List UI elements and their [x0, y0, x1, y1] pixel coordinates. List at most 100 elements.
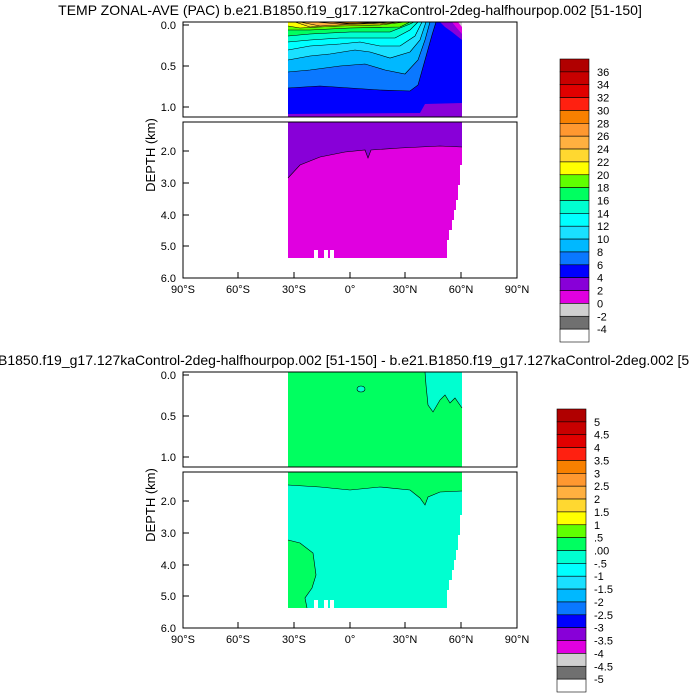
y-tick-label: 6.0 [161, 623, 176, 635]
colorbar-box [556, 485, 587, 500]
y-axis-label: DEPTH (km) [143, 468, 158, 542]
colorbar-label: 28 [597, 118, 609, 130]
colorbar-box [559, 187, 590, 201]
colorbar-box [556, 588, 587, 603]
colorbar-box [559, 251, 590, 266]
colorbar-label: 3.5 [594, 455, 609, 467]
colorbar-box [556, 434, 587, 448]
colorbar-label: 4.5 [594, 430, 609, 442]
colorbar-box [556, 537, 587, 551]
colorbar-label: 4 [594, 443, 600, 455]
colorbar-label: -4 [597, 324, 607, 336]
y-tick-label: 2.0 [161, 146, 176, 158]
y-tick-label: 0.5 [161, 61, 176, 73]
colorbar-label: -2 [594, 597, 604, 609]
contour-line [287, 21, 419, 43]
colorbar-label: -2.5 [594, 610, 613, 622]
contour-line [287, 539, 317, 609]
y-tick-label: 0.5 [161, 411, 176, 423]
x-tick-label: 60°N [449, 284, 474, 296]
colorbar-box [559, 110, 590, 124]
colorbar-box [556, 665, 587, 680]
y-tick-label: 1.0 [161, 102, 176, 114]
colorbar-label: 16 [597, 196, 609, 208]
colorbar-box [556, 511, 587, 526]
colorbar-box [556, 498, 587, 513]
contour-line [287, 21, 406, 29]
y-tick-label: 0.0 [161, 370, 176, 382]
colorbar-box [556, 421, 587, 436]
contour-fill-neg [458, 22, 462, 27]
colorbar-label: -.5 [594, 558, 607, 570]
colorbar-box [559, 303, 590, 317]
x-tick-label: 90°S [171, 634, 195, 646]
contour-line [424, 371, 463, 413]
colorbar-label: 24 [597, 144, 609, 156]
colorbar-box [556, 524, 587, 538]
x-tick-label: 0° [345, 284, 356, 296]
colorbar-box [559, 213, 590, 227]
plot2-title: B1850.f19_g17.127kaControl-2deg-halfhour… [0, 352, 689, 368]
colorbar-label: -1 [594, 571, 604, 583]
colorbar-box [559, 290, 590, 304]
contour-line [288, 21, 411, 31]
colorbar-label: 4 [597, 273, 603, 285]
y-tick-label: 0.0 [161, 20, 176, 32]
colorbar-label: 20 [597, 170, 609, 182]
y-tick-label: 5.0 [161, 591, 176, 603]
colorbar-box [559, 84, 590, 98]
colorbar-box [556, 473, 587, 487]
colorbar-label: .5 [594, 533, 603, 545]
x-tick-label: 30°S [282, 634, 306, 646]
plot2-colorbar: 54.543.532.521.51.5.00-.5-1-1.5-2-2.5-3-… [556, 408, 613, 693]
contour-fill-neg0.5-0 [425, 372, 462, 412]
contour-line [287, 21, 431, 75]
missing-data-notch [330, 600, 334, 608]
colorbar-label: 1 [594, 520, 600, 532]
colorbar-box [556, 653, 587, 667]
y-tick-label: 6.0 [161, 273, 176, 285]
x-tick-label: 60°N [449, 634, 474, 646]
colorbar-label: 2.5 [594, 481, 609, 493]
colorbar-box [556, 640, 587, 654]
colorbar-box [556, 460, 587, 474]
contour-fill-neg0.5-0 [288, 472, 462, 608]
x-tick-label: 60°S [226, 284, 250, 296]
colorbar-label: 22 [597, 157, 609, 169]
plot1-title: TEMP ZONAL-AVE (PAC) b.e21.B1850.f19_g17… [58, 2, 642, 18]
colorbar-box [559, 238, 590, 253]
colorbar-box [559, 315, 590, 330]
x-tick-label: 90°N [505, 284, 530, 296]
colorbar-box [559, 148, 590, 163]
x-tick-label: 0° [345, 634, 356, 646]
colorbar-label: 6 [597, 260, 603, 272]
colorbar-label: 32 [597, 93, 609, 105]
missing-data-notch [330, 250, 334, 258]
colorbar-label: 30 [597, 105, 609, 117]
missing-data-notch [324, 600, 328, 608]
colorbar-box [559, 123, 590, 137]
contour-fill-0-2 [288, 146, 462, 258]
colorbar-box [556, 550, 587, 564]
colorbar-label: 34 [597, 80, 609, 92]
colorbar-box [556, 563, 587, 577]
y-tick-label: 3.0 [161, 178, 176, 190]
colorbar-label: -3 [594, 623, 604, 635]
colorbar-label: 2 [594, 494, 600, 506]
colorbar-box [559, 200, 590, 214]
plot1: 90°S 60°S 30°S 0° 30°N 60°N 90°N 0.0 0.5 1.0 2.0 3.… [143, 20, 529, 296]
colorbar-label: -1.5 [594, 584, 613, 596]
contour-line [287, 21, 415, 37]
x-tick-label: 30°N [393, 284, 418, 296]
y-axis-label: DEPTH (km) [143, 118, 158, 192]
colorbar-label: 18 [597, 183, 609, 195]
y-tick-label: 1.0 [161, 452, 176, 464]
x-tick-label: 90°N [505, 634, 530, 646]
colorbar-box [559, 71, 590, 86]
missing-data-notch [314, 250, 318, 258]
y-tick-label: 4.0 [161, 560, 176, 572]
contour-line [287, 484, 463, 506]
colorbar-label: 8 [597, 247, 603, 259]
colorbar-label: -4 [594, 648, 604, 660]
